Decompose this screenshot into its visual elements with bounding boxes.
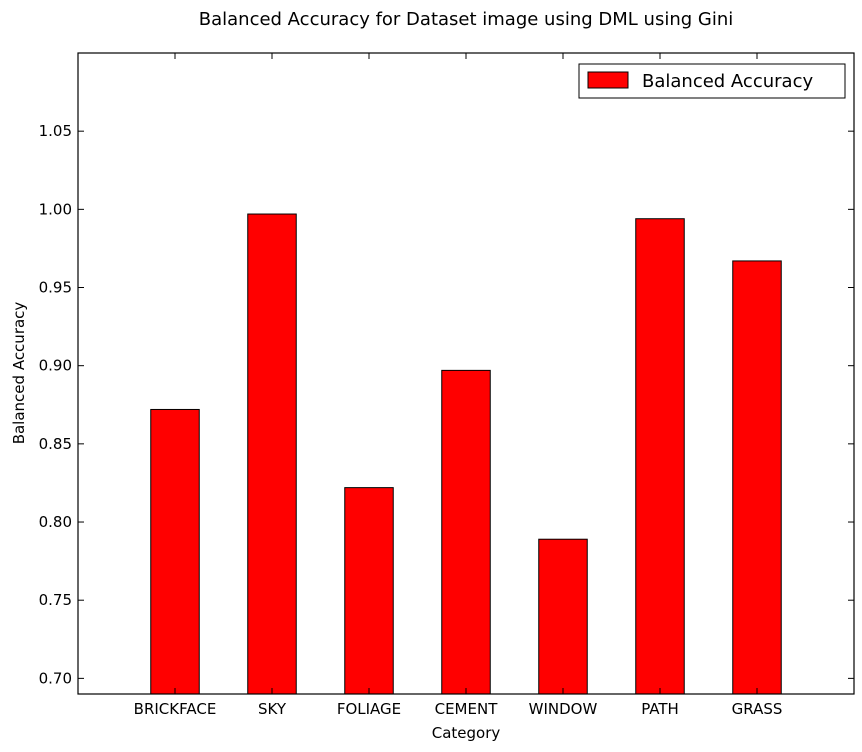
x-tick-label: GRASS: [732, 700, 783, 718]
x-tick-label: FOLIAGE: [337, 700, 401, 718]
y-tick-label: 0.70: [39, 669, 72, 687]
y-tick-label: 0.90: [39, 357, 72, 375]
y-axis-title: Balanced Accuracy: [10, 302, 28, 445]
y-tick-label: 0.85: [39, 435, 72, 453]
bar-brickface: [150, 408, 200, 695]
bar-foliage: [344, 487, 394, 695]
x-tick-label: BRICKFACE: [134, 700, 217, 718]
legend-swatch: [587, 71, 629, 89]
bar-path: [635, 218, 685, 695]
x-tick-label: PATH: [641, 700, 679, 718]
y-tick-label: 1.00: [39, 200, 72, 218]
legend-label: Balanced Accuracy: [642, 71, 813, 92]
bar-cement: [441, 369, 491, 695]
x-tick-label: SKY: [258, 700, 287, 718]
chart-title: Balanced Accuracy for Dataset image usin…: [199, 9, 734, 30]
bar-sky: [247, 213, 297, 695]
bars-layer: [150, 213, 782, 695]
bar-grass: [732, 260, 782, 695]
y-tick-label: 0.95: [39, 279, 72, 297]
bar-window: [538, 538, 588, 695]
ticks-layer: BRICKFACE SKY FOLIAGE CEMENT WINDOW PATH GRASS…: [39, 53, 854, 718]
y-tick-label: 0.80: [39, 513, 72, 531]
x-tick-label: CEMENT: [435, 700, 499, 718]
legend: Balanced Accuracy: [578, 63, 846, 99]
plot-frame: [77, 52, 855, 695]
x-axis-title: Category: [432, 724, 501, 742]
y-tick-label: 1.05: [39, 122, 72, 140]
x-tick-label: WINDOW: [529, 700, 598, 718]
y-tick-label: 0.75: [39, 591, 72, 609]
